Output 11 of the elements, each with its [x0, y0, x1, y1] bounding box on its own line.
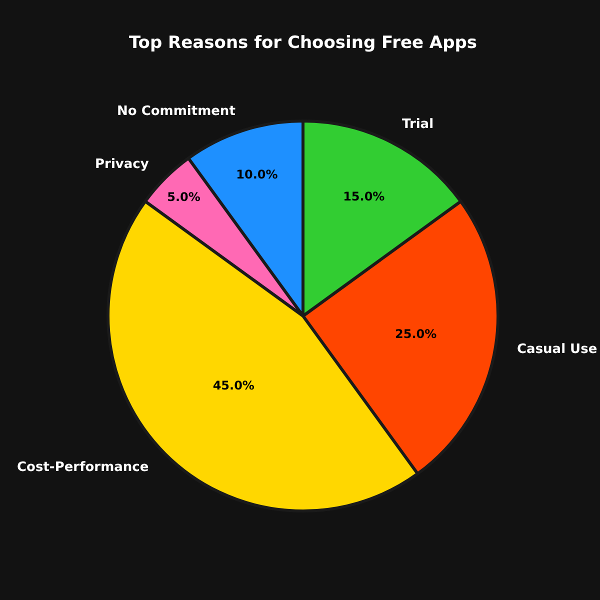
chart-title: Top Reasons for Choosing Free Apps	[128, 32, 478, 53]
data-label: 45.0%	[212, 378, 254, 392]
slice-label: Privacy	[95, 157, 150, 172]
data-label: 5.0%	[167, 190, 200, 204]
slice-label: No Commitment	[117, 104, 236, 119]
slice-label: Cost-Performance	[17, 460, 149, 475]
slice-label: Trial	[402, 117, 434, 132]
data-label: 15.0%	[343, 190, 385, 204]
data-label: 10.0%	[236, 167, 278, 182]
slice-label: Casual Use	[517, 342, 598, 357]
data-label: 25.0%	[395, 326, 437, 341]
